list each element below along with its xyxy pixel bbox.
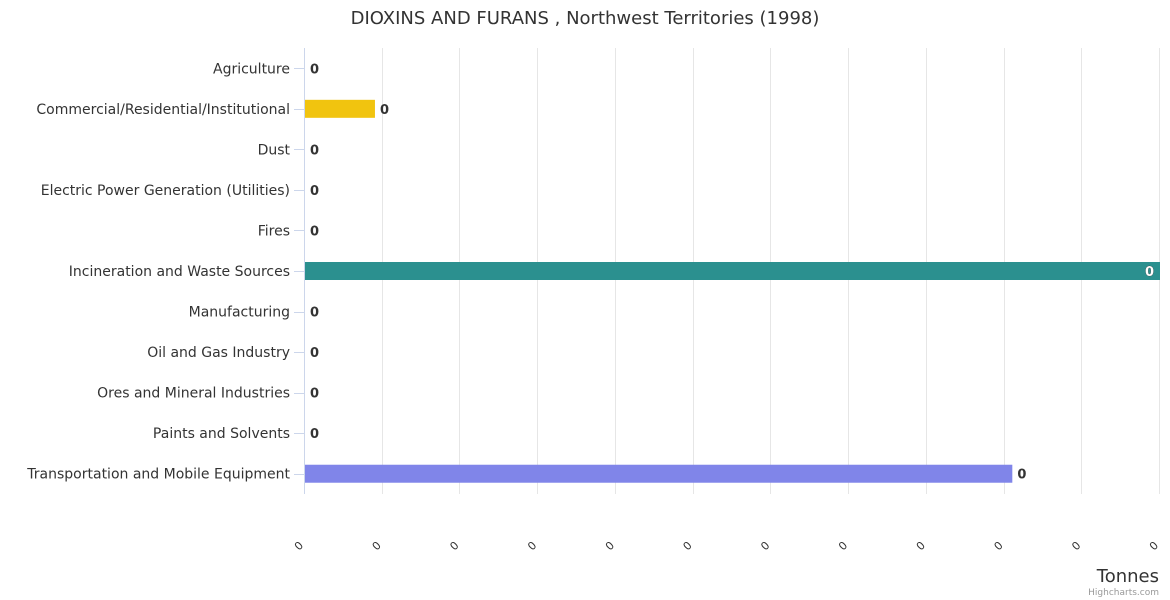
category-label: Dust	[258, 142, 291, 158]
category-label: Fires	[258, 223, 290, 239]
tick-label: 0	[992, 539, 1006, 553]
data-label: 0	[310, 306, 319, 321]
tick-label: 0	[1069, 539, 1083, 553]
data-label: 0	[1017, 468, 1026, 483]
value-axis-title: Tonnes	[1096, 566, 1159, 587]
tick-label: 0	[292, 539, 306, 553]
data-label: 0	[310, 224, 319, 239]
category-label: Ores and Mineral Industries	[97, 386, 290, 402]
bar[interactable]	[305, 99, 375, 118]
bar[interactable]	[305, 464, 1013, 483]
tick-label: 0	[1147, 539, 1161, 553]
tick-label: 0	[370, 539, 384, 553]
tick-label: 0	[914, 539, 928, 553]
data-label: 0	[310, 184, 319, 199]
category-label: Oil and Gas Industry	[147, 345, 290, 361]
tick-label: 0	[603, 539, 617, 553]
data-label: 0	[310, 346, 319, 361]
category-label: Electric Power Generation (Utilities)	[41, 183, 290, 199]
category-axis-ticks	[294, 68, 304, 475]
category-label: Manufacturing	[189, 305, 290, 321]
credits-link[interactable]: Highcharts.com	[1088, 588, 1159, 598]
data-label: 0	[310, 387, 319, 402]
data-label: 0	[380, 103, 389, 118]
category-label: Paints and Solvents	[153, 426, 290, 442]
data-label: 0	[310, 143, 319, 158]
category-label: Transportation and Mobile Equipment	[26, 467, 290, 483]
tick-label: 0	[681, 539, 695, 553]
data-label: 0	[310, 62, 319, 77]
category-label: Incineration and Waste Sources	[69, 264, 290, 280]
tick-label: 0	[447, 539, 461, 553]
data-label: 0	[1145, 265, 1154, 280]
data-labels: 0 0 0 0 0 0 0 0 0 0 0	[310, 62, 1154, 482]
value-axis-tick-labels: 0 0 0 0 0 0 0 0 0 0 0 0	[292, 539, 1161, 553]
category-label: Commercial/Residential/Institutional	[36, 102, 290, 118]
data-label: 0	[310, 427, 319, 442]
category-labels: Agriculture Commercial/Residential/Instit…	[26, 61, 290, 482]
bars	[305, 99, 1160, 483]
tick-label: 0	[836, 539, 850, 553]
tick-label: 0	[525, 539, 539, 553]
bar[interactable]	[305, 262, 1160, 280]
chart-title: DIOXINS AND FURANS , Northwest Territori…	[351, 8, 820, 29]
category-label: Agriculture	[213, 61, 290, 77]
tick-label: 0	[758, 539, 772, 553]
